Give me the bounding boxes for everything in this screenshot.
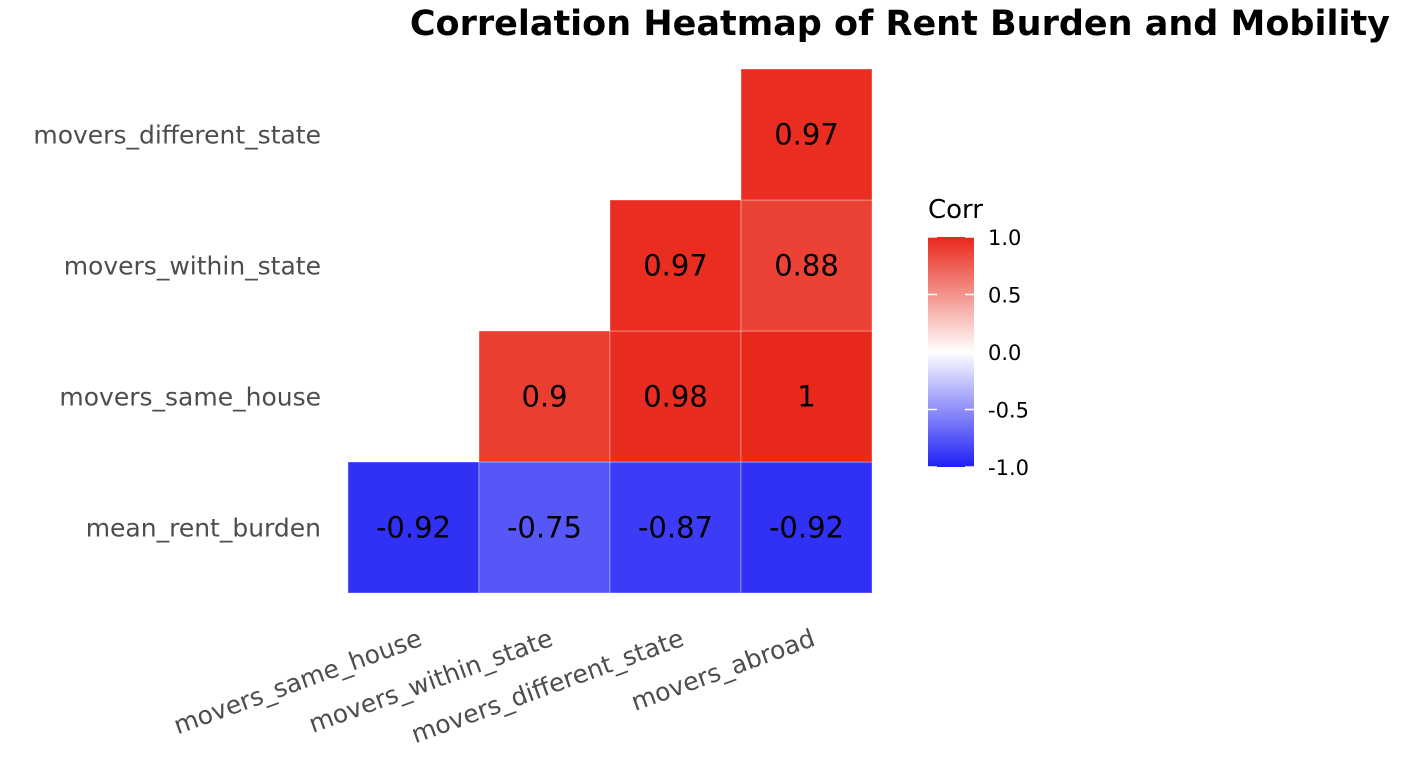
heatmap-cell (478, 461, 611, 594)
heatmap-cell (740, 68, 873, 201)
y-tick-labels: mean_rent_burden movers_same_house movers_… (33, 121, 321, 543)
cell-value-label: 0.98 (643, 380, 708, 414)
legend-title: Corr (928, 195, 983, 225)
heatmap-cell (740, 330, 873, 463)
cell-value-label: -0.75 (507, 511, 582, 545)
cell-value-label: -0.87 (638, 511, 713, 545)
legend-ticks: 1.0 0.5 0.0 -0.5 -1.0 (928, 226, 1029, 480)
cell-value-label: -0.92 (376, 511, 451, 545)
heatmap-cell (740, 199, 873, 332)
heatmap-cell (609, 330, 742, 463)
heatmap-cell (478, 330, 611, 463)
heatmap-cell (347, 461, 480, 594)
heatmap-cell (609, 199, 742, 332)
y-tick-label: movers_different_state (33, 121, 321, 150)
y-tick-label: mean_rent_burden (86, 514, 321, 543)
cell-value-label: 0.88 (774, 249, 839, 283)
legend-tick-label: 1.0 (988, 226, 1021, 250)
legend-tick-label: 0.0 (988, 341, 1021, 365)
legend-tick-label: 0.5 (988, 284, 1021, 308)
legend: Corr 1.0 0.5 0.0 -0.5 -1.0 (928, 195, 1029, 480)
cell-value-label: -0.92 (769, 511, 844, 545)
legend-tick-label: -1.0 (988, 456, 1029, 480)
cell-value-label: 1 (797, 380, 815, 414)
cells-layer: -0.92 -0.75 -0.87 -0.92 0.9 0.98 1 0.97 0.88 0.97 (347, 68, 873, 594)
x-tick-labels: movers_same_housemovers_within_statemove… (170, 623, 819, 749)
heatmap-cell (740, 461, 873, 594)
chart-title: Correlation Heatmap of Rent Burden and M… (410, 4, 1390, 44)
y-tick-label: movers_same_house (59, 383, 321, 412)
legend-tick-label: -0.5 (988, 399, 1029, 423)
y-tick-label: movers_within_state (64, 252, 321, 281)
cell-value-label: 0.97 (643, 249, 708, 283)
cell-value-label: 0.9 (521, 380, 567, 414)
cell-value-label: 0.97 (774, 118, 839, 152)
